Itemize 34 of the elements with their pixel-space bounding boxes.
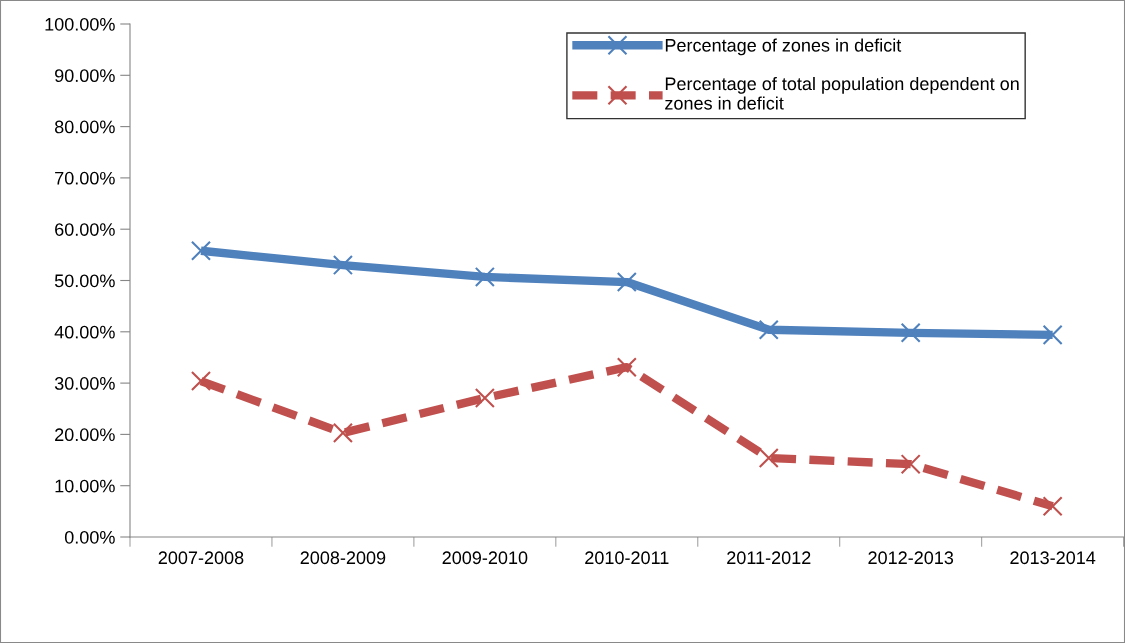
- point: [474, 387, 495, 409]
- point: [1042, 324, 1063, 345]
- point: [190, 370, 212, 392]
- x-tick-label: 2012-2013: [868, 551, 954, 565]
- point: [758, 447, 779, 469]
- y-tick-label: 60.00%: [55, 223, 115, 236]
- legend-label: Percentage of total population dependent on zones in deficit: [665, 76, 1019, 110]
- x-tick-label: 2007-2008: [158, 551, 244, 565]
- point: [332, 255, 353, 276]
- y-tick-label: 50.00%: [54, 274, 115, 288]
- point: [616, 357, 637, 378]
- point: [616, 271, 637, 293]
- y-tick-label: 0.00%: [64, 530, 115, 544]
- point: [474, 266, 495, 287]
- point: [190, 240, 212, 261]
- point: [758, 319, 779, 340]
- x-tick-label: 2010-2011: [585, 551, 669, 565]
- y-tick-label: 100.00%: [45, 17, 115, 31]
- point: [332, 422, 353, 443]
- y-tick-label: 90.00%: [55, 69, 115, 83]
- y-tick-label: 10.00%: [55, 479, 115, 493]
- y-tick-label: 70.00%: [55, 171, 115, 185]
- point: [900, 322, 921, 343]
- y-tick-label: 20.00%: [55, 428, 115, 442]
- x-tick-label: 2013-2014: [1010, 551, 1096, 565]
- y-tick-label: 40.00%: [54, 325, 115, 339]
- x-tick-label: 2011-2012: [727, 551, 811, 565]
- y-tick-label: 30.00%: [54, 377, 115, 390]
- x-tick-label: 2009-2010: [442, 551, 528, 565]
- y-tick-label: 80.00%: [54, 120, 115, 134]
- legend-label: Percentage of zones in deficit: [665, 38, 902, 56]
- x-tick-label: 2008-2009: [300, 551, 386, 565]
- point: [1042, 496, 1063, 517]
- point: [900, 454, 921, 475]
